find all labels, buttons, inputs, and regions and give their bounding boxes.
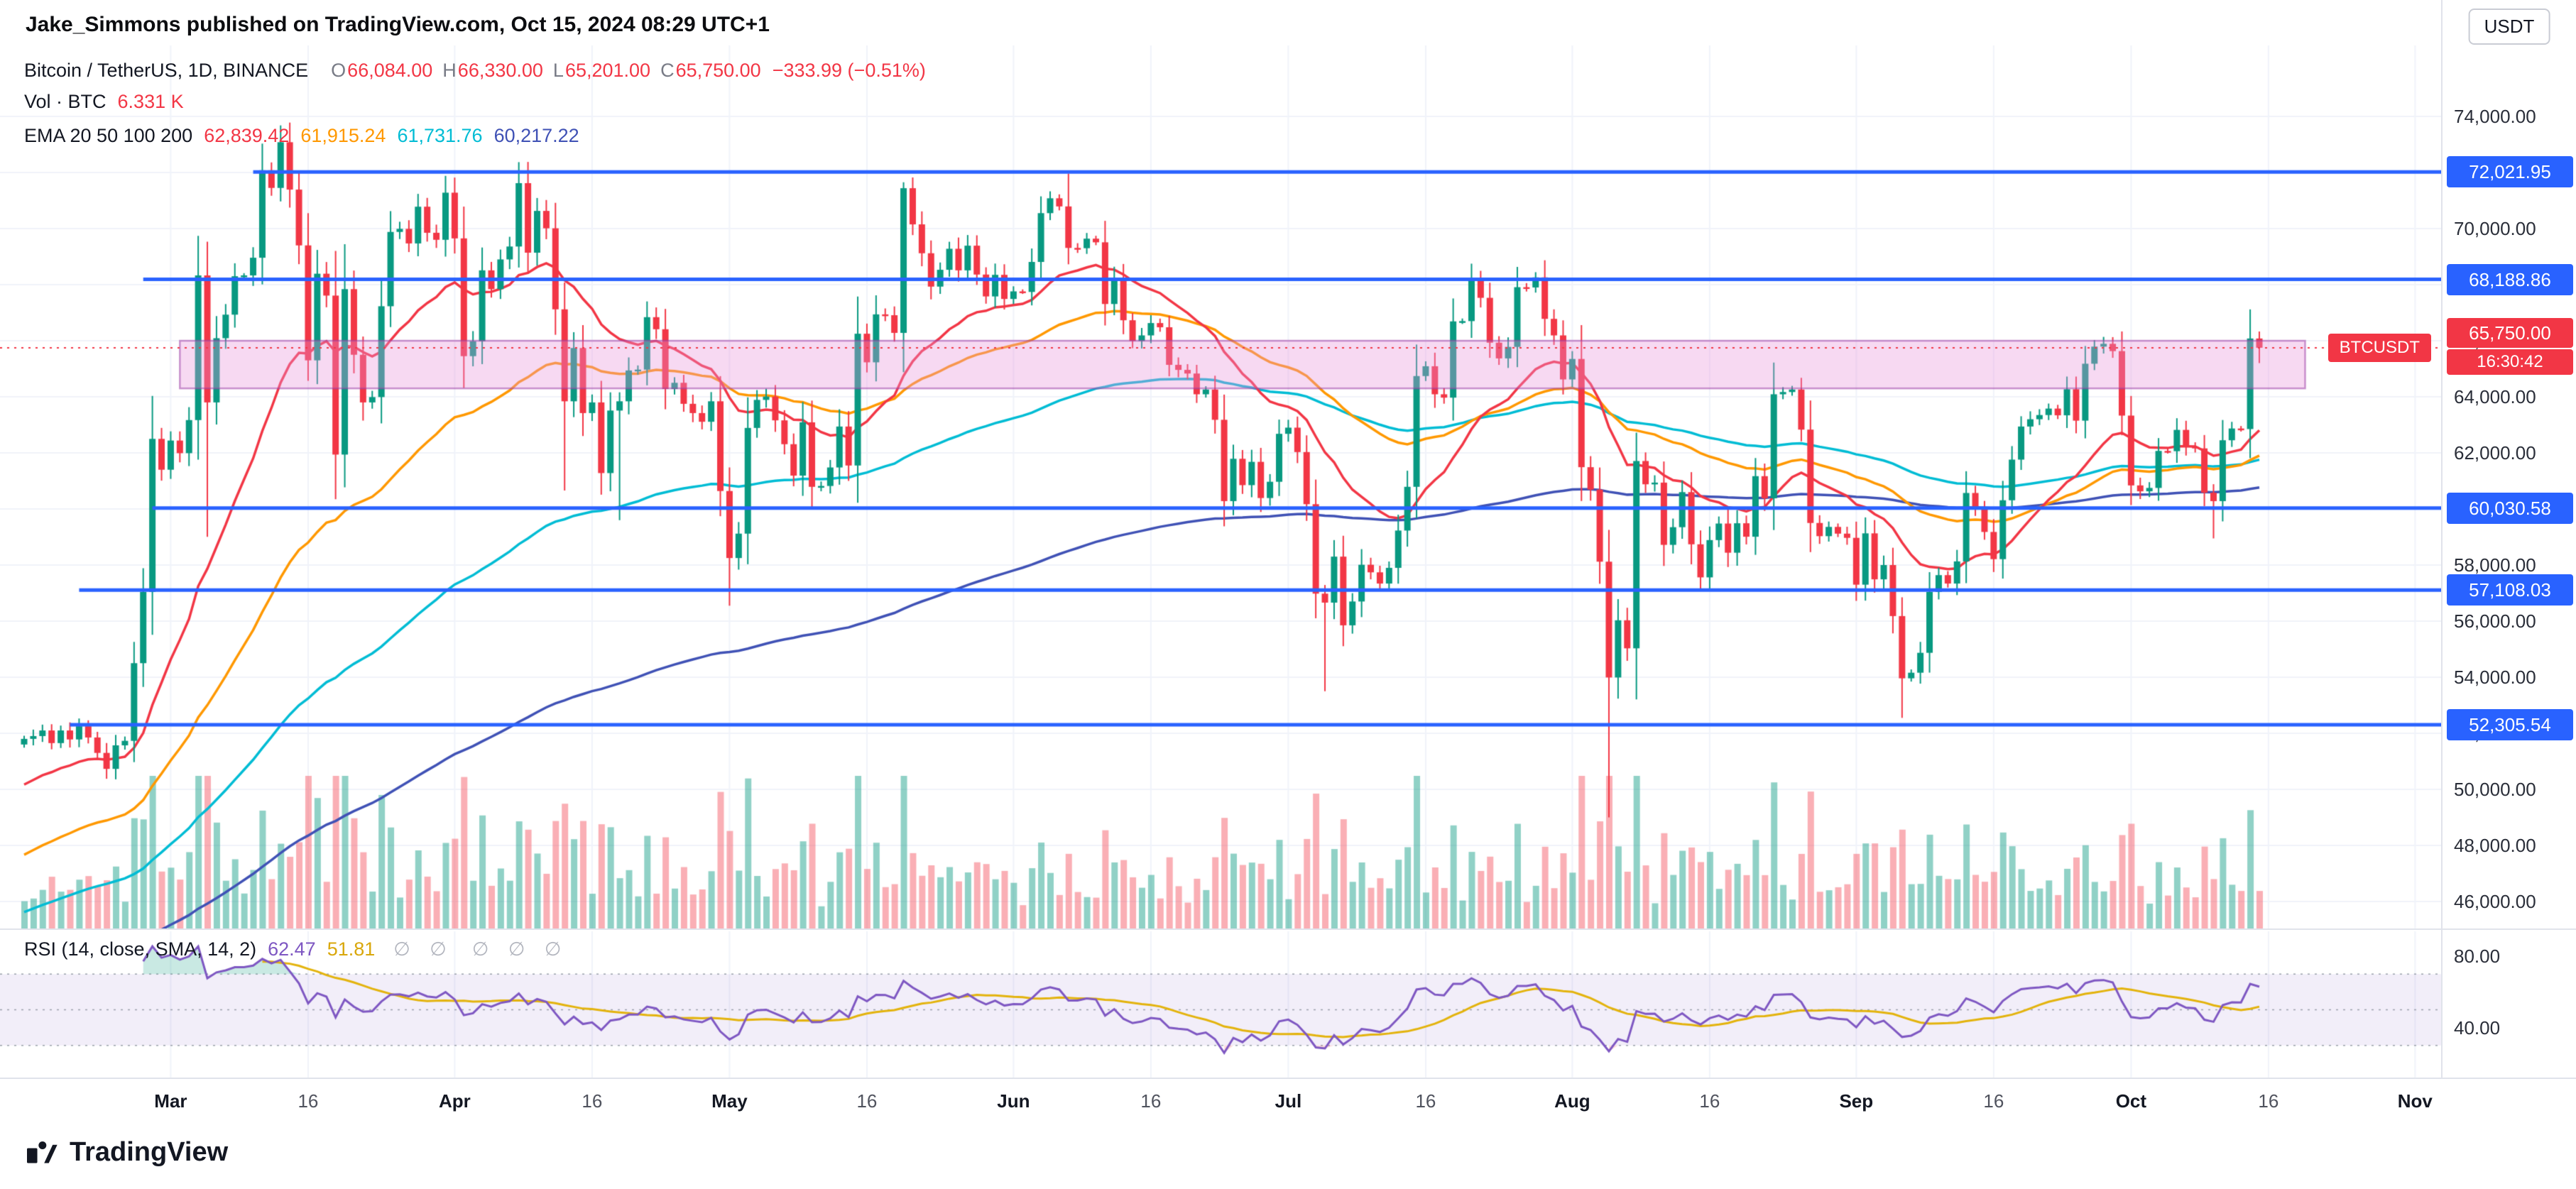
rsi-tick-label: 40.00 — [2454, 1017, 2501, 1039]
high-label: H — [442, 60, 457, 81]
rsi-pane-canvas[interactable] — [0, 931, 2441, 1078]
time-tick-label: Apr — [438, 1090, 471, 1112]
attribution-text: Jake_Simmons published on TradingView.co… — [26, 13, 770, 36]
tradingview-wordmark: TradingView — [70, 1137, 229, 1167]
footer-brand-link[interactable]: TradingView — [26, 1137, 228, 1168]
time-tick-label: 16 — [1415, 1090, 1436, 1112]
ema200-value: 60,217.22 — [493, 125, 579, 146]
last-price-label: 65,750.00 — [2447, 317, 2573, 348]
price-scale-currency-button[interactable]: USDT — [2468, 9, 2550, 45]
price-tick-label: 74,000.00 — [2454, 106, 2536, 127]
ema-label: EMA 20 50 100 200 — [24, 125, 193, 146]
rsi-legend-row[interactable]: RSI (14, close, SMA, 14, 2) 62.47 51.81 ∅ ∅… — [24, 938, 568, 960]
close-value: 65,750.00 — [675, 60, 761, 81]
ema20-value: 62,839.42 — [204, 125, 290, 146]
low-label: L — [552, 60, 564, 81]
tradingview-logo-icon — [26, 1138, 58, 1168]
ema-legend-row[interactable]: EMA 20 50 100 200 62,839.42 61,915.24 61,73… — [24, 125, 579, 147]
time-tick-label: 16 — [2258, 1090, 2279, 1112]
time-tick-label: Jun — [997, 1090, 1030, 1112]
rsi-muted-params: ∅ ∅ — [393, 938, 454, 960]
time-tick-label: Jul — [1275, 1090, 1302, 1112]
level-price-label[interactable]: 57,108.03 — [2447, 574, 2573, 606]
symbol-title: Bitcoin / TetherUS, 1D, BINANCE — [24, 60, 309, 81]
volume-label: Vol · BTC — [24, 91, 107, 112]
open-value: 66,084.00 — [347, 60, 433, 81]
open-label: O — [331, 60, 346, 81]
price-tick-label: 64,000.00 — [2454, 386, 2536, 407]
rsi-ma-value: 51.81 — [327, 938, 376, 960]
rsi-muted-params-2: ∅ ∅ ∅ — [471, 938, 569, 960]
countdown-label: 16:30:42 — [2447, 349, 2573, 375]
level-price-label[interactable]: 60,030.58 — [2447, 492, 2573, 524]
time-tick-label: 16 — [1699, 1090, 1720, 1112]
symbol-legend-row[interactable]: Bitcoin / TetherUS, 1D, BINANCE O66,084.0… — [24, 60, 926, 82]
volume-legend-row[interactable]: Vol · BTC 6.331 K — [24, 91, 184, 113]
symbol-price-badge: BTCUSDT — [2327, 333, 2431, 362]
price-tick-label: 54,000.00 — [2454, 667, 2536, 688]
time-tick-label: 16 — [1983, 1090, 2004, 1112]
price-tick-label: 62,000.00 — [2454, 442, 2536, 464]
level-price-label[interactable]: 72,021.95 — [2447, 156, 2573, 188]
time-axis[interactable]: Mar 16 Apr 16 May 16 Jun 16 Jul 16 Aug 16 Sep 16 Oct 16… — [0, 1078, 2576, 1122]
price-tick-label: 56,000.00 — [2454, 610, 2536, 632]
change-value: −333.99 (−0.51%) — [772, 60, 926, 81]
time-tick-label: Oct — [2115, 1090, 2147, 1112]
time-tick-label: 16 — [298, 1090, 319, 1112]
level-price-label[interactable]: 68,188.86 — [2447, 263, 2573, 295]
price-tick-label: 48,000.00 — [2454, 835, 2536, 856]
ema50-value: 61,915.24 — [300, 125, 386, 146]
price-tick-label: 46,000.00 — [2454, 891, 2536, 912]
time-tick-label: May — [711, 1090, 748, 1112]
price-tick-label: 58,000.00 — [2454, 554, 2536, 576]
price-tick-label: 70,000.00 — [2454, 218, 2536, 239]
volume-value: 6.331 K — [117, 91, 184, 112]
time-tick-label: Sep — [1839, 1090, 1874, 1112]
low-value: 65,201.00 — [564, 60, 651, 81]
high-value: 66,330.00 — [457, 60, 543, 81]
rsi-tick-label: 80.00 — [2454, 946, 2501, 968]
price-scale[interactable]: USDT 74,000.0072,000.0070,000.0068,000.0… — [2441, 0, 2576, 1078]
pane-separator[interactable] — [0, 928, 2576, 930]
time-tick-label: Nov — [2397, 1090, 2433, 1112]
rsi-label: RSI (14, close, SMA, 14, 2) — [24, 938, 257, 960]
time-tick-label: 16 — [582, 1090, 603, 1112]
rsi-value: 62.47 — [268, 938, 316, 960]
close-label: C — [660, 60, 675, 81]
time-tick-label: 16 — [856, 1090, 878, 1112]
time-tick-label: Mar — [154, 1090, 187, 1112]
ema100-value: 61,731.76 — [397, 125, 483, 146]
time-tick-label: 16 — [1140, 1090, 1162, 1112]
price-tick-label: 50,000.00 — [2454, 779, 2536, 800]
time-tick-label: Aug — [1554, 1090, 1590, 1112]
level-price-label[interactable]: 52,305.54 — [2447, 708, 2573, 740]
main-chart-canvas[interactable] — [0, 45, 2441, 928]
